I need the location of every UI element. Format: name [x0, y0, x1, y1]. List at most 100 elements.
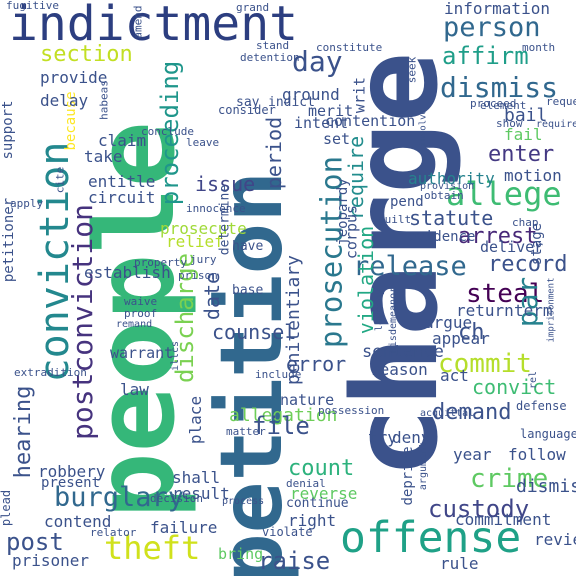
- word-error: error: [286, 352, 347, 376]
- word-proceed: misdemeanor: [388, 286, 399, 354]
- word-determine: determine: [217, 184, 233, 256]
- word-counsel: counsel: [212, 320, 297, 344]
- word-continue: denial: [286, 477, 326, 490]
- word-proof: element: [480, 99, 527, 112]
- word-element: month: [522, 41, 556, 54]
- word-apply: jury: [190, 253, 217, 266]
- word-shall: shall: [172, 468, 221, 487]
- word-day: day: [292, 45, 343, 78]
- word-consider: consider: [218, 103, 276, 117]
- word-grand: innocence: [186, 202, 246, 215]
- word-raise: raise: [258, 547, 331, 575]
- word-relator: provision: [420, 181, 475, 192]
- word-file: file: [252, 412, 310, 440]
- word-warrant: place: [186, 395, 205, 445]
- word-bar: reason: [370, 360, 428, 379]
- word-include: defense: [516, 399, 567, 413]
- word-commitment: rule: [440, 554, 479, 573]
- word-statute: statute: [409, 206, 494, 230]
- word-postconviction: postconviction: [66, 203, 99, 441]
- word-custody: custody: [428, 495, 530, 523]
- word-fugitive: habeas: [97, 80, 111, 120]
- word-commit: commit: [438, 349, 532, 379]
- word-believe: apply: [10, 197, 44, 210]
- word-denial: decision: [150, 492, 203, 505]
- word-count: count: [288, 456, 355, 481]
- word-possession: process: [222, 496, 265, 507]
- word-failure: failure: [150, 518, 218, 537]
- word-set: set: [323, 130, 351, 148]
- word-seek: constitute: [316, 41, 383, 54]
- word-constitute: grand: [236, 1, 270, 14]
- word-demand: demand: [432, 400, 512, 425]
- word-take: take: [84, 147, 123, 166]
- word-request: obtain: [424, 189, 464, 202]
- word-bring: bring: [218, 545, 264, 563]
- word-sentence: sentence: [362, 342, 444, 362]
- word-delay: delay: [40, 91, 89, 110]
- word-have: have: [232, 239, 264, 254]
- word-motion: motion: [504, 166, 562, 185]
- word-stand: amend: [131, 5, 145, 39]
- word-robbery: present: [41, 475, 101, 491]
- word-record: record: [488, 252, 568, 277]
- word-post: post: [6, 528, 64, 556]
- word-dismiss: dismiss: [440, 71, 559, 104]
- word-relief: relief: [166, 232, 224, 251]
- word-involve: illcs: [170, 340, 181, 372]
- word-prove: year: [453, 445, 492, 464]
- word-place: review: [534, 530, 576, 549]
- word-guilt: detention: [240, 51, 300, 64]
- word-theft: theft: [104, 529, 201, 567]
- word-hearing: hearing: [11, 385, 36, 479]
- word-argue: argue: [424, 313, 473, 332]
- word-enter: enter: [488, 142, 555, 167]
- word-merit: merit: [308, 102, 354, 120]
- word-conclude: requirement: [536, 119, 576, 130]
- word-contention: contention: [325, 112, 416, 130]
- word-leave: prison: [178, 269, 218, 282]
- word-contain: stand: [256, 39, 290, 52]
- word-writ: writ: [350, 76, 369, 114]
- word-right: right: [288, 511, 337, 530]
- word-affirm: affirm: [442, 42, 529, 70]
- word-defense: acquittal: [420, 408, 475, 419]
- word-requirement: remand: [116, 319, 153, 330]
- word-prison: argument: [418, 441, 429, 491]
- word-issue: issue: [195, 172, 256, 196]
- word-bail: bail: [504, 105, 548, 126]
- word-claim: claim: [98, 131, 147, 150]
- word-entitle: entitle: [88, 172, 156, 191]
- word-imprisonment: involve: [418, 109, 429, 147]
- word-appear: appear: [432, 329, 490, 348]
- word-indict: indict: [268, 95, 315, 110]
- word-jury: show: [496, 117, 523, 130]
- word-try: try: [368, 428, 397, 447]
- word-reason: nature: [280, 391, 335, 409]
- word-result: result: [172, 484, 230, 503]
- word-intent: intent: [294, 114, 349, 132]
- word-obtain: seek: [405, 56, 419, 84]
- word-show: request: [546, 95, 576, 108]
- word-accuse: arrest: [458, 224, 538, 249]
- word-habeas: property: [134, 256, 187, 269]
- word-steal: steal: [466, 279, 545, 309]
- word-property: proceed: [470, 97, 517, 110]
- word-allege: allege: [446, 175, 562, 213]
- word-contend: contend: [44, 512, 112, 531]
- word-law: robbery: [38, 462, 106, 481]
- word-amend: leave: [186, 136, 220, 149]
- word-jeopardy: jeopardy: [335, 178, 351, 246]
- word-dismissal: commitment: [455, 510, 552, 529]
- word-deny: deny: [392, 428, 431, 447]
- word-pend: pend: [390, 194, 424, 210]
- word-crime: crime: [470, 464, 549, 494]
- word-misdemeanor: imprisonment: [546, 277, 557, 343]
- word-violate: continue: [286, 496, 349, 511]
- word-term: term: [514, 301, 553, 320]
- word-nature: law: [120, 380, 149, 399]
- word-language: cite: [53, 166, 67, 194]
- word-return: return: [456, 301, 514, 320]
- word-establish: establish: [84, 263, 171, 282]
